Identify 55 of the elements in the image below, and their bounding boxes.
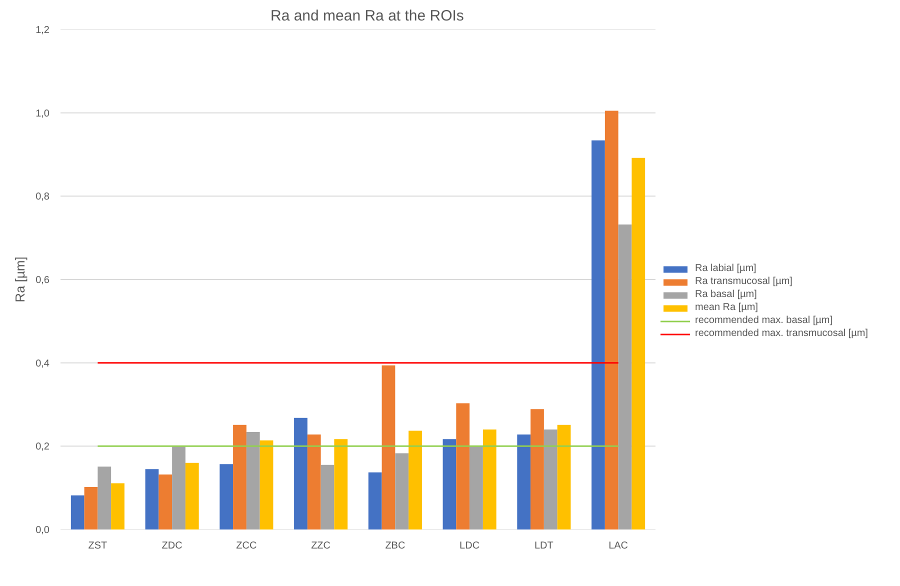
- bar: [382, 365, 396, 530]
- x-tick-label: LDC: [460, 540, 480, 552]
- bar: [604, 110, 618, 530]
- bar: [632, 158, 646, 530]
- bar: [442, 439, 456, 530]
- legend-label: Ra labial [µm]: [695, 263, 756, 274]
- bar: [233, 424, 246, 530]
- y-tick-label: 1,2: [36, 25, 50, 36]
- bar: [111, 483, 124, 530]
- chart-title: Ra and mean Ra at the ROIs: [270, 8, 464, 24]
- bar: [70, 495, 84, 530]
- bar: [260, 440, 274, 530]
- bar: [294, 418, 308, 530]
- legend-label: mean Ra [µm]: [695, 302, 758, 313]
- bar: [84, 487, 98, 530]
- legend-label: Ra transmucosal [µm]: [695, 276, 792, 287]
- y-tick-label: 0,4: [36, 358, 50, 370]
- legend-label: recommended max. transmucosal [µm]: [695, 328, 868, 339]
- bar: [592, 140, 605, 530]
- bar: [368, 472, 382, 530]
- bar: [220, 464, 234, 530]
- x-tick-label: LAC: [608, 540, 628, 552]
- x-tick-label: ZZC: [311, 540, 331, 552]
- y-tick-label: 0,2: [36, 442, 50, 453]
- bar: [482, 430, 496, 530]
- x-tick-label: ZST: [88, 540, 108, 552]
- bar: [307, 434, 321, 530]
- y-tick-label: 0,6: [36, 275, 50, 286]
- x-tick-label: ZBC: [385, 540, 406, 552]
- bar: [517, 434, 531, 530]
- bar: [470, 446, 483, 530]
- bar: [408, 430, 422, 530]
- x-tick-label: LDT: [534, 540, 554, 552]
- bar: [172, 446, 186, 530]
- legend-label: Ra basal [µm]: [695, 289, 757, 300]
- bar: [557, 424, 571, 530]
- bar: [530, 409, 544, 530]
- bar: [158, 474, 172, 530]
- bar: [145, 469, 159, 530]
- y-tick-label: 0,8: [36, 192, 50, 203]
- bar: [456, 403, 470, 530]
- legend-label: recommended max. basal [µm]: [695, 315, 832, 326]
- bar: [544, 430, 558, 530]
- y-tick-label: 1,0: [36, 108, 50, 120]
- bar: [320, 464, 334, 530]
- bar: [618, 224, 632, 530]
- bar: [395, 453, 409, 530]
- bar: [246, 432, 260, 530]
- bar: [98, 466, 112, 530]
- bar: [185, 462, 199, 530]
- x-tick-label: ZCC: [236, 540, 257, 552]
- bar: [334, 439, 348, 530]
- y-tick-label: 0,0: [36, 525, 50, 536]
- y-axis-title: Ra [µm]: [12, 256, 28, 302]
- x-tick-label: ZDC: [162, 540, 182, 552]
